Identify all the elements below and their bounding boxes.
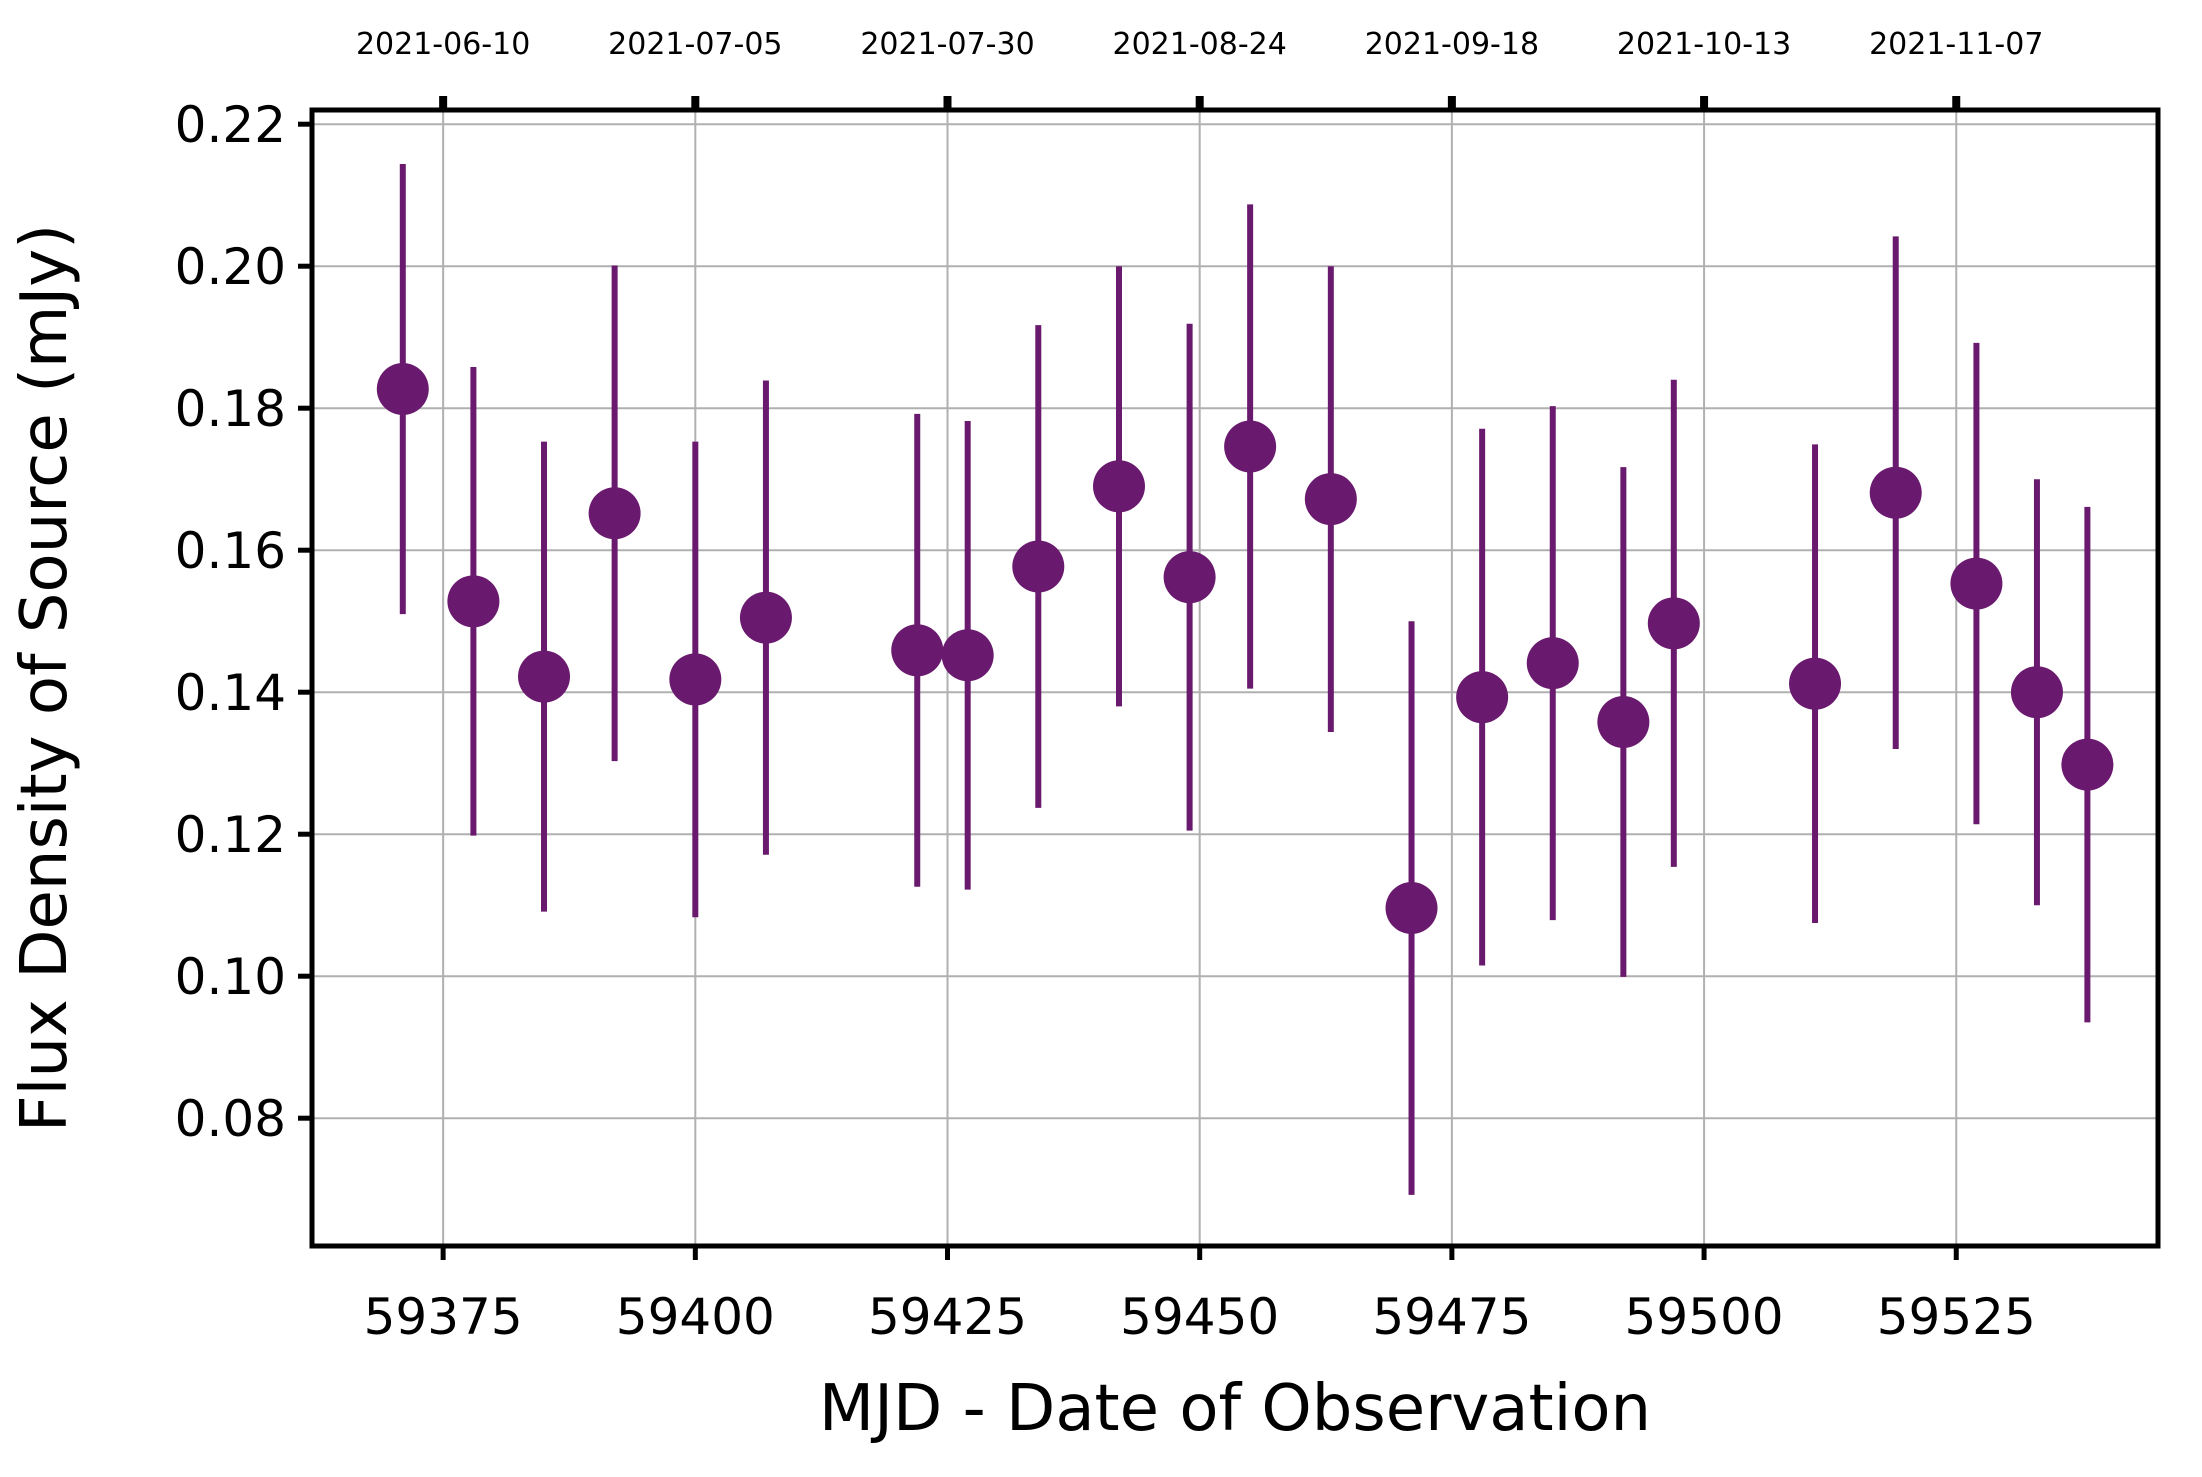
top-tick-label: 2021-08-24 [1113, 27, 1287, 62]
x-tick-label: 59500 [1625, 1288, 1784, 1346]
x-tick-label: 59375 [364, 1288, 523, 1346]
top-tick-label: 2021-11-07 [1869, 27, 2043, 62]
data-point [1647, 597, 1700, 650]
y-tick-label: 0.16 [175, 522, 286, 580]
data-point [1385, 882, 1438, 935]
x-tick-label: 59425 [868, 1288, 1027, 1346]
data-point [2010, 666, 2063, 719]
data-point [1224, 420, 1277, 473]
data-point [739, 591, 792, 644]
y-axis-label: Flux Density of Source (mJy) [8, 224, 82, 1132]
y-tick-label: 0.12 [175, 806, 286, 864]
data-point [1950, 557, 2003, 610]
y-tick-label: 0.10 [175, 948, 286, 1006]
data-point [447, 575, 500, 628]
data-point [1526, 637, 1579, 690]
x-tick-label: 59475 [1372, 1288, 1531, 1346]
y-tick-label: 0.08 [175, 1090, 286, 1148]
grid-lines [312, 110, 2158, 1246]
data-point [1869, 466, 1922, 519]
data-point [669, 653, 722, 706]
data-point [1092, 460, 1145, 513]
data-point [1012, 540, 1065, 593]
data-point [518, 650, 571, 703]
data-point [1789, 657, 1842, 710]
x-tick-label: 59525 [1877, 1288, 2036, 1346]
data-point [1456, 671, 1509, 724]
data-point [588, 487, 641, 540]
x-axis-ticks: 59375 59400 59425 59450 59475 59500 59525 [364, 1246, 2036, 1346]
data-point [941, 629, 994, 682]
top-tick-label: 2021-07-05 [608, 27, 782, 62]
data-point [891, 624, 944, 677]
data-point [1163, 551, 1216, 604]
top-tick-label: 2021-07-30 [860, 27, 1034, 62]
top-tick-label: 2021-10-13 [1617, 27, 1791, 62]
data-point [376, 363, 429, 416]
x-axis-label: MJD - Date of Observation [819, 1372, 1651, 1446]
data-point [1304, 473, 1357, 526]
y-tick-label: 0.14 [175, 664, 286, 722]
data-points [376, 363, 2114, 935]
plot-frame [309, 107, 2161, 1249]
top-tick-label: 2021-06-10 [356, 27, 530, 62]
y-tick-label: 0.18 [175, 380, 286, 438]
y-tick-label: 0.22 [175, 96, 286, 154]
data-point [2061, 738, 2114, 791]
x-tick-label: 59400 [616, 1288, 775, 1346]
data-point [1597, 696, 1650, 749]
y-tick-label: 0.20 [175, 238, 286, 296]
top-axis-ticks: 2021-06-10 2021-07-05 2021-07-30 2021-08-24… [356, 27, 2043, 110]
y-axis-ticks: 0.08 0.10 0.12 0.14 0.16 0.18 0.20 0.22 [175, 96, 312, 1148]
top-tick-label: 2021-09-18 [1365, 27, 1539, 62]
x-tick-label: 59450 [1120, 1288, 1279, 1346]
